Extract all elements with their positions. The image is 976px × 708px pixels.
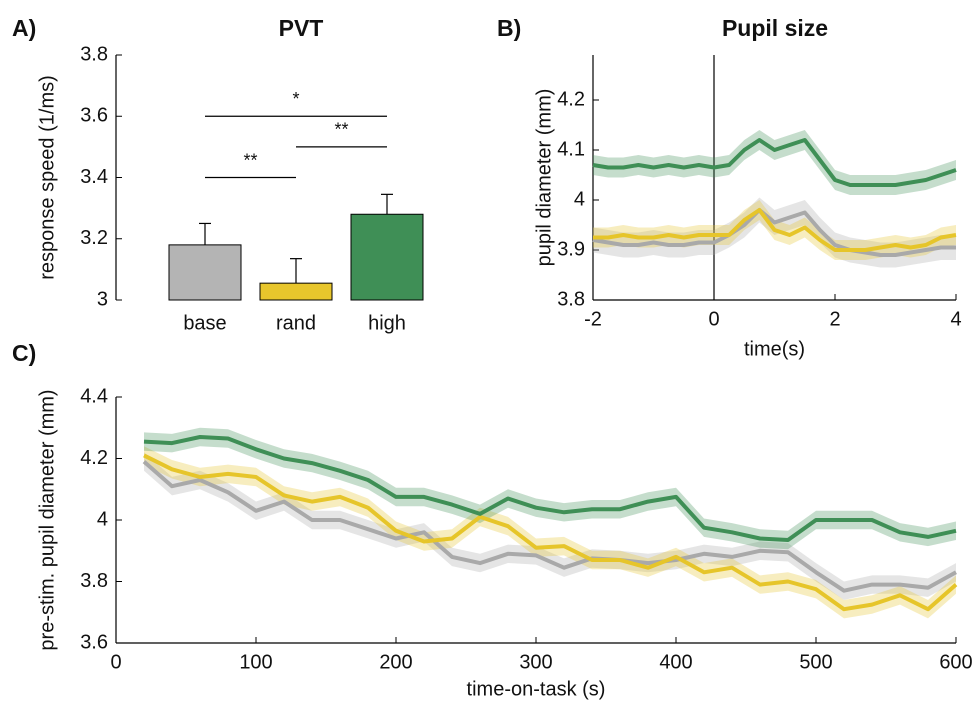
chart-title: Pupil size bbox=[722, 15, 828, 41]
significance-label: * bbox=[292, 89, 299, 109]
significance-label: ** bbox=[243, 150, 257, 170]
significance-label: ** bbox=[334, 120, 348, 140]
series-line bbox=[143, 435, 957, 542]
x-tick-label: rand bbox=[276, 312, 316, 334]
y-tick-label: 4 bbox=[574, 188, 585, 210]
x-tick-label: 2 bbox=[829, 308, 840, 330]
panel-label: C) bbox=[12, 340, 36, 366]
x-tick-label: 4 bbox=[950, 308, 961, 330]
y-axis-label: pupil diameter (mm) bbox=[533, 89, 555, 267]
y-tick-label: 3.6 bbox=[80, 105, 108, 127]
bar bbox=[168, 244, 242, 301]
x-tick-label: -2 bbox=[584, 308, 602, 330]
x-tick-label: 600 bbox=[939, 651, 972, 673]
x-tick-label: 100 bbox=[239, 651, 272, 673]
y-axis-label: response speed (1/ms) bbox=[36, 75, 58, 280]
x-tick-label: 400 bbox=[659, 651, 692, 673]
y-tick-label: 3.2 bbox=[80, 227, 108, 249]
y-tick-label: 3.4 bbox=[80, 166, 108, 188]
error-band bbox=[593, 130, 956, 195]
series-line bbox=[592, 208, 956, 257]
y-tick-label: 3 bbox=[97, 288, 108, 310]
y-tick-label: 3.6 bbox=[80, 631, 108, 653]
x-tick-label: 200 bbox=[379, 651, 412, 673]
y-tick-label: 4.4 bbox=[80, 385, 108, 407]
y-tick-label: 3.8 bbox=[80, 43, 108, 65]
y-tick-label: 4 bbox=[97, 508, 108, 530]
x-axis-label: time-on-task (s) bbox=[467, 678, 606, 700]
series-line bbox=[593, 208, 957, 252]
y-tick-label: 3.9 bbox=[557, 238, 585, 260]
x-tick-label: high bbox=[368, 312, 406, 334]
panel-label: A) bbox=[12, 15, 36, 41]
series-line bbox=[592, 138, 957, 187]
x-tick-label: base bbox=[183, 312, 226, 334]
y-tick-label: 4.1 bbox=[557, 138, 585, 160]
x-tick-label: 0 bbox=[708, 308, 719, 330]
y-tick-label: 3.8 bbox=[80, 570, 108, 592]
error-band bbox=[144, 446, 956, 619]
series-line bbox=[143, 453, 958, 612]
y-axis-label: pre-stim. pupil diameter (mm) bbox=[36, 389, 58, 650]
x-tick-label: 500 bbox=[799, 651, 832, 673]
y-tick-label: 4.2 bbox=[80, 447, 108, 469]
series-line bbox=[142, 460, 957, 593]
bar bbox=[350, 213, 424, 301]
x-tick-label: 0 bbox=[110, 651, 121, 673]
x-tick-label: 300 bbox=[519, 651, 552, 673]
panel-label: B) bbox=[497, 15, 521, 41]
chart-title: PVT bbox=[279, 15, 324, 41]
x-axis-label: time(s) bbox=[744, 338, 805, 360]
bar bbox=[259, 282, 333, 301]
y-tick-label: 4.2 bbox=[557, 88, 585, 110]
y-tick-label: 3.8 bbox=[557, 288, 585, 310]
